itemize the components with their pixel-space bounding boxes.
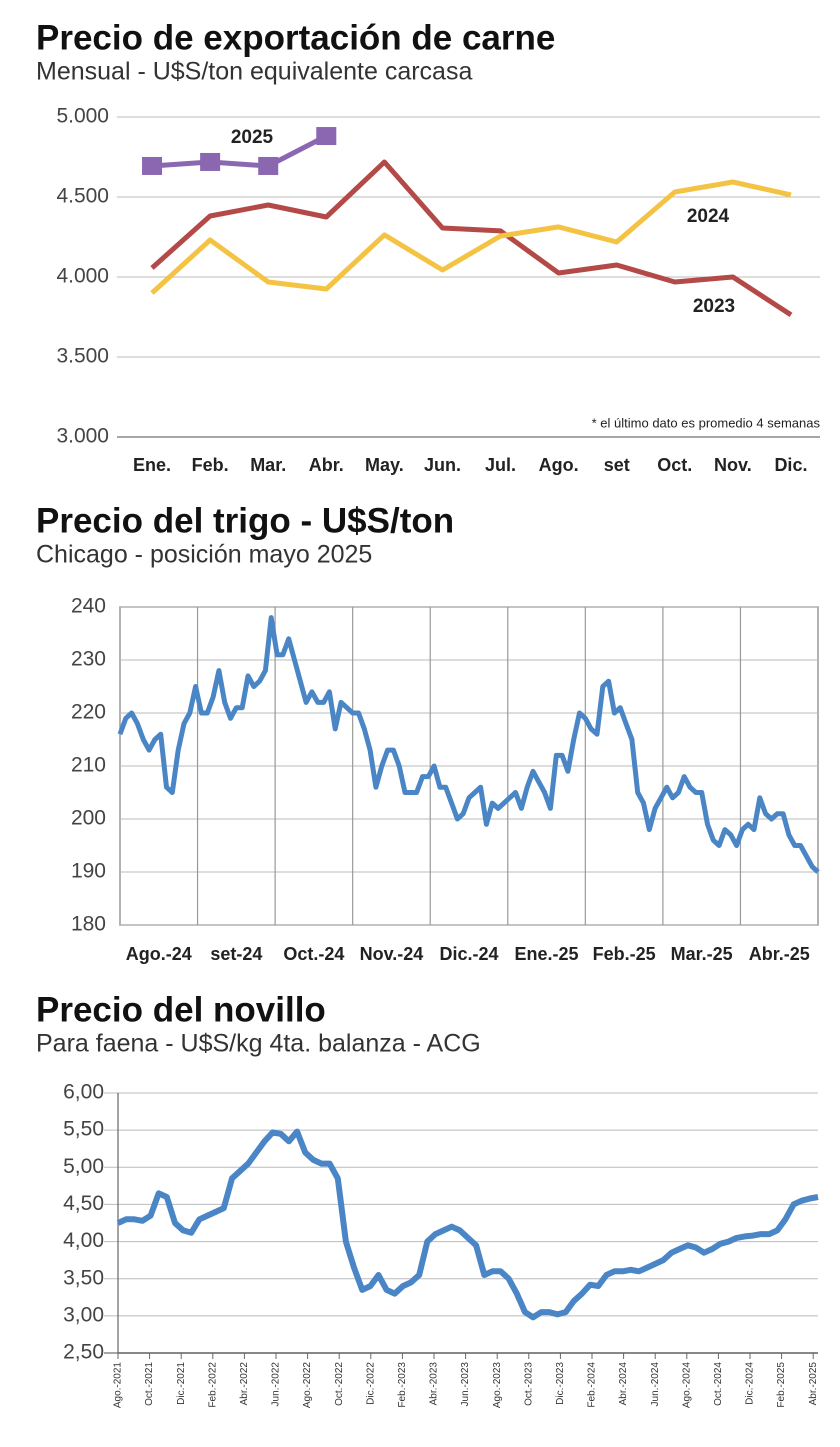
x-tick-label: Ago.-2023: [492, 1362, 503, 1409]
x-tick-label: Ago.: [539, 455, 579, 475]
y-tick-label: 220: [71, 701, 106, 724]
x-tick-label: Feb.-25: [593, 944, 656, 964]
x-tick-label: Ago.-2024: [681, 1362, 692, 1409]
y-tick-label: 2,50: [63, 1341, 104, 1364]
y-tick-label: 3,00: [63, 1303, 104, 1326]
series-line: [117, 615, 820, 874]
x-tick-label: Abr.-2024: [618, 1362, 629, 1406]
x-tick-label: Ene.-25: [515, 944, 579, 964]
series-label: 2024: [687, 206, 730, 227]
x-tick-label: set-24: [210, 944, 262, 964]
chart-title: Precio de exportación de carne: [36, 18, 555, 57]
marker: [316, 127, 337, 146]
x-tick-label: Abr.-2022: [239, 1362, 250, 1406]
y-tick-label: 4.000: [56, 265, 109, 288]
chart-title: Precio del trigo - U$S/ton: [36, 501, 454, 540]
x-tick-label: Dic.-2023: [555, 1362, 566, 1405]
y-tick-label: 6,00: [63, 1081, 104, 1104]
x-tick-label: Jun.: [424, 455, 461, 475]
x-tick-label: Ene.: [133, 455, 171, 475]
x-tick-label: Feb.-2025: [776, 1362, 787, 1408]
y-tick-label: 210: [71, 754, 106, 777]
x-tick-label: May.: [365, 455, 404, 475]
x-tick-label: Ago.-2021: [113, 1362, 124, 1409]
y-tick-label: 240: [71, 595, 106, 618]
chart-subtitle: Mensual - U$S/ton equivalente carcasa: [36, 58, 472, 86]
x-tick-label: Feb.-2024: [587, 1362, 598, 1408]
marker: [200, 152, 221, 171]
x-tick-label: Jun.-2022: [271, 1362, 282, 1407]
x-tick-label: Feb.-2022: [207, 1362, 218, 1408]
x-tick-label: Abr.: [309, 455, 344, 475]
x-tick-label: Jun.-2024: [650, 1362, 661, 1407]
series-label: 2025: [231, 127, 274, 148]
x-tick-label: Oct.-2021: [144, 1362, 155, 1406]
x-tick-label: Nov.-24: [360, 944, 424, 964]
chart-subtitle: Para faena - U$S/kg 4ta. balanza - ACG: [36, 1030, 481, 1058]
chart-subtitle: Chicago - posición mayo 2025: [36, 541, 372, 569]
x-tick-label: Oct.-2023: [523, 1362, 534, 1406]
series-line: [150, 159, 793, 317]
x-tick-label: Feb.-2023: [397, 1362, 408, 1408]
x-tick-label: Oct.-24: [283, 944, 344, 964]
x-tick-label: Dic.-2021: [176, 1362, 187, 1405]
x-tick-label: Mar.: [250, 455, 286, 475]
x-tick-label: Dic.-2022: [365, 1362, 376, 1405]
series-line: [151, 133, 328, 169]
y-tick-label: 4,00: [63, 1229, 104, 1252]
x-tick-label: Ago.-24: [126, 944, 192, 964]
y-tick-label: 180: [71, 913, 106, 936]
y-tick-label: 190: [71, 860, 106, 883]
y-tick-label: 4,50: [63, 1192, 104, 1215]
x-tick-label: Abr.-2023: [429, 1362, 440, 1406]
x-tick-label: Feb.: [192, 455, 229, 475]
x-tick-label: Jul.: [485, 455, 516, 475]
y-tick-label: 3.500: [56, 345, 109, 368]
x-tick-label: Oct.-2022: [334, 1362, 345, 1406]
y-tick-label: 5.000: [56, 105, 109, 128]
y-tick-label: 200: [71, 807, 106, 830]
series-label: 2023: [693, 296, 735, 317]
x-tick-label: Jun.-2023: [460, 1362, 471, 1407]
marker: [142, 156, 163, 175]
x-tick-label: Oct.-2024: [713, 1362, 724, 1406]
x-tick-label: Nov.: [714, 455, 752, 475]
marker: [258, 156, 279, 175]
x-tick-label: Abr.-2025: [808, 1362, 819, 1406]
series-line: [116, 1128, 819, 1321]
x-tick-label: Dic.-2024: [745, 1362, 756, 1405]
note: * el último dato es promedio 4 semanas: [592, 415, 821, 430]
y-tick-label: 5,50: [63, 1118, 104, 1141]
x-tick-label: Abr.-25: [749, 944, 810, 964]
y-tick-label: 5,00: [63, 1155, 104, 1178]
chart-title: Precio del novillo: [36, 990, 326, 1029]
y-tick-label: 4.500: [56, 185, 109, 208]
x-tick-label: Dic.: [774, 455, 807, 475]
x-tick-label: Oct.: [657, 455, 692, 475]
x-tick-label: Mar.-25: [671, 944, 733, 964]
x-tick-label: set: [604, 455, 630, 475]
series-line: [150, 179, 792, 295]
x-tick-label: Ago.-2022: [302, 1362, 313, 1409]
y-tick-label: 3,50: [63, 1266, 104, 1289]
x-tick-label: Dic.-24: [439, 944, 498, 964]
y-tick-label: 3.000: [56, 425, 109, 448]
y-tick-label: 230: [71, 648, 106, 671]
